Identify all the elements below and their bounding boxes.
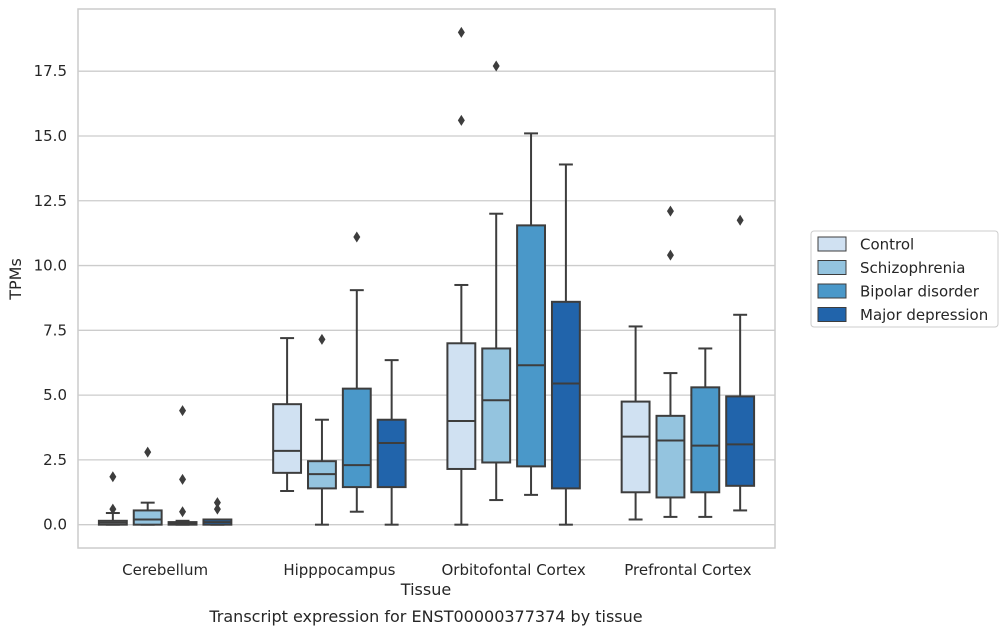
box-group <box>272 337 303 492</box>
outlier-point <box>213 497 221 509</box>
legend-swatch <box>817 236 847 252</box>
outlier-point <box>666 249 674 261</box>
chart-title: Transcript expression for ENST0000037737… <box>208 607 642 626</box>
y-tick-labels: 0.0 2.5 5.0 7.5 10.0 12.5 15.0 17.5 <box>34 62 67 533</box>
y-tick-label: 15.0 <box>34 127 67 145</box>
legend-label: Major depression <box>860 306 988 324</box>
plot-frame <box>77 8 776 549</box>
box-group <box>202 497 233 526</box>
box <box>690 386 721 494</box>
y-axis-label: TPMs <box>6 258 25 301</box>
legend-swatch <box>817 307 847 322</box>
outlier-point <box>457 114 465 126</box>
y-tick-label: 5.0 <box>43 386 67 404</box>
y-tick-label: 12.5 <box>34 192 67 210</box>
legend: Control Schizophrenia Bipolar disorder Majo… <box>810 230 999 328</box>
box <box>481 347 512 464</box>
box-plots <box>97 26 756 526</box>
box-group <box>620 325 651 521</box>
outlier-point <box>318 333 326 345</box>
y-tick-label: 2.5 <box>43 451 67 469</box>
box-group <box>690 347 721 518</box>
box <box>620 400 651 494</box>
x-tick-label: Cerebellum <box>122 561 208 579</box>
legend-swatch <box>817 260 847 275</box>
x-axis-label: Tissue <box>400 580 451 599</box>
box-group <box>481 60 512 502</box>
box <box>376 418 407 489</box>
legend-entries: Control Schizophrenia Bipolar disorder Majo… <box>817 236 988 324</box>
box-group <box>97 471 128 526</box>
box <box>132 509 163 526</box>
box <box>725 395 756 487</box>
box <box>655 414 686 499</box>
box-group <box>725 214 756 512</box>
legend-label: Control <box>860 236 914 254</box>
box <box>272 403 303 474</box>
outlier-point <box>179 473 187 485</box>
outlier-point <box>109 471 117 483</box>
box-group <box>446 26 477 526</box>
box-group <box>550 163 581 526</box>
x-tick-label: Prefrontal Cortex <box>624 561 751 579</box>
outlier-point <box>353 231 361 243</box>
legend-label: Bipolar disorder <box>860 283 980 301</box>
box-group <box>307 333 337 526</box>
outlier-point <box>144 446 152 458</box>
outlier-point <box>492 60 500 72</box>
outlier-point <box>666 205 674 217</box>
outlier-point <box>109 503 117 515</box>
outlier-point <box>213 503 221 515</box>
outlier-point <box>736 214 744 226</box>
box-group <box>516 132 546 496</box>
box-group <box>655 205 686 518</box>
legend-swatch <box>817 283 847 299</box>
outlier-point <box>457 26 465 38</box>
box-group <box>132 446 163 526</box>
y-tick-label: 7.5 <box>43 321 67 339</box>
legend-label: Schizophrenia <box>860 259 965 277</box>
box-group <box>341 231 372 513</box>
legend-frame <box>810 230 999 328</box>
box <box>550 300 581 490</box>
x-tick-labels: Cerebellum Hipppocampus Orbitofontal Corte… <box>122 561 751 579</box>
x-tick-label: Hipppocampus <box>283 561 395 579</box>
box-group <box>167 405 198 526</box>
box <box>516 224 546 468</box>
outlier-point <box>179 506 187 518</box>
y-tick-label: 10.0 <box>34 257 67 275</box>
x-tick-label: Orbitofontal Cortex <box>442 561 586 579</box>
box <box>341 387 372 489</box>
y-tick-label: 0.0 <box>43 516 67 534</box>
y-tick-label: 17.5 <box>34 62 67 80</box>
box <box>446 342 477 470</box>
outlier-point <box>179 405 187 417</box>
box-group <box>376 359 407 526</box>
